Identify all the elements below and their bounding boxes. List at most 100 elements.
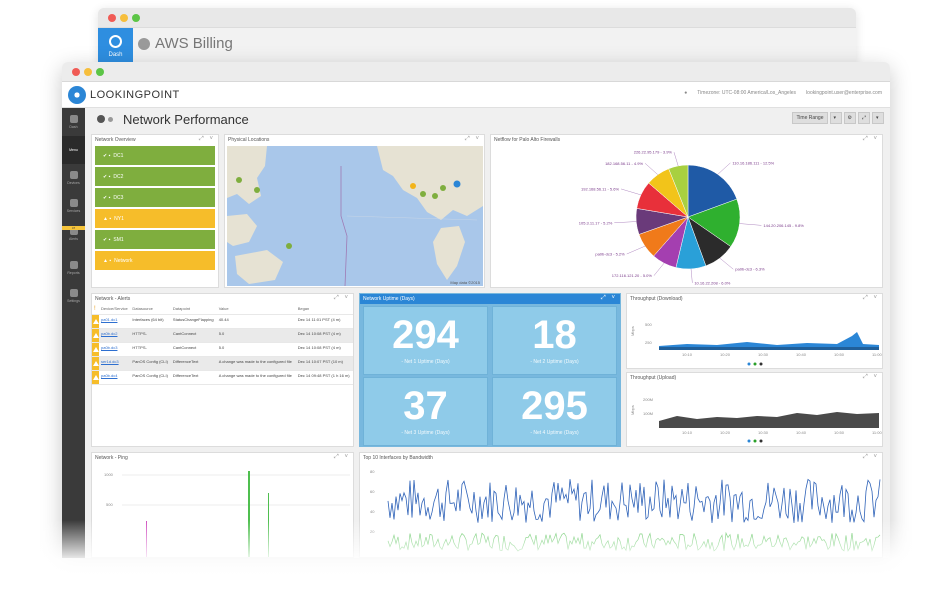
widget-controls[interactable]: ⤢ ˅ [863,454,879,460]
minimize-icon[interactable] [120,14,128,22]
star-icon[interactable] [108,117,113,122]
sidebar-item-reports[interactable]: Reports [62,254,85,282]
widget-controls[interactable]: ⤢ ˅ [199,136,215,142]
alerts-column-header[interactable]: Device/Service [99,304,131,315]
overview-row-label: DC1 [113,152,124,159]
widget-title: Top 10 Interfaces by Bandwidth ⤢ ˅ [360,453,882,463]
check-icon: ✔ ▪ [103,173,111,180]
overview-rows: ✔ ▪ DC1 ✔ ▪ DC2 ✔ ▪ DC3 ▲ ▪ NY1 ✔ ▪ SM1 ▲ ▪ Network [92,146,218,270]
physical-locations-widget: Physical Locations ⤢ ˅ [224,134,485,288]
chevron-down-icon[interactable]: ▾ [872,112,884,124]
throughput-download-chart: Mbps 500 250 10:10 10:20 10:30 10:40 10:50 11… [630,322,882,366]
widget-controls[interactable]: ⤢ ˅ [601,295,617,301]
app-header: LOOKINGPOINT ● Timezone: UTC-08:00 Ameri… [62,82,890,108]
alert-cell-device[interactable]: pa01.dc1 [99,314,131,329]
pie-slice[interactable] [687,198,741,247]
alert-cell-device[interactable]: pa0b.dc3 [99,342,131,357]
alerts-icon [69,227,78,235]
widget-controls[interactable]: ⤢ ˅ [334,454,350,460]
x-tick: 11:00 [872,430,882,435]
table-row[interactable]: pa01.dc1 Interfaces (64 bit) StatusChangeF… [92,314,353,329]
uptime-label: - Net 1 Uptime (Days) [401,359,450,365]
alerts-column-header[interactable]: Datapoint [170,304,217,315]
uptime-label: - Net 3 Uptime (Days) [401,430,450,436]
overview-row-dc2[interactable]: ✔ ▪ DC2 [95,167,215,186]
time-range-button[interactable]: Time Range [792,112,828,124]
overview-row-sm1[interactable]: ✔ ▪ SM1 [95,230,215,249]
uptime-value: 18 [532,313,577,357]
x-tick: 10:10 [682,430,693,435]
user-menu[interactable]: lookingpoint.user@enterprise.com [806,90,882,96]
network-uptime-widget: Network Uptime (Days) ⤢ ˅ 294 - Net 1 Upti… [359,293,621,447]
alerts-column-header[interactable]: Began [295,304,353,315]
settings-icon[interactable]: ⚙ [843,112,856,124]
close-icon[interactable] [72,68,80,76]
table-row[interactable]: pa0b.dc3 HTTPS- CantConnect 5.0 Dec 14 10:08… [92,342,353,357]
x-tick: 10:50 [834,352,845,357]
pie-leader-line [614,221,637,223]
help-icon[interactable]: ● [684,90,688,96]
alert-cell-began: Dec 14 10:08 PST (4 m) [295,342,353,357]
services-icon [69,199,78,207]
maximize-icon[interactable] [132,14,140,22]
pie-slice-label: 110.16.186.111 - 12.5% [732,160,774,165]
sidebar-item-settings[interactable]: Settings [62,282,85,310]
back-dash-tab[interactable]: Dash [98,28,133,64]
widget-title: Network - Ping ⤢ ˅ [92,453,353,463]
devices-icon [69,171,78,179]
pie-slice[interactable] [687,164,738,218]
table-row[interactable]: pa0b.dc2 HTTPS- CantConnect 5.0 Dec 14 10:08… [92,328,353,343]
filter-icon[interactable]: ▾ [829,112,842,124]
overview-row-network[interactable]: ▲ ▪ Network [95,251,215,270]
table-row[interactable]: ser1d.dc3 PanOS Config (CLI) DifferenceTex… [92,356,353,371]
pie-slice-label: 226.22.95.179 - 3.9% [634,150,673,155]
alert-cell-value: 5.0 [216,328,296,343]
overview-row-dc1[interactable]: ✔ ▪ DC1 [95,146,215,165]
widget-title-text: Netflow for Palo Alto Firewalls [494,137,561,143]
widget-title-text: Network Uptime (Days) [363,296,415,302]
alert-cell-device[interactable]: ser1d.dc3 [99,356,131,371]
uptime-box-net2: 18 - Net 2 Uptime (Days) [492,306,617,375]
pie-chart: 110.16.186.111 - 12.5% 144.20.206.145 - 9… [579,150,805,286]
uptime-value: 294 [392,313,459,357]
warning-icon [92,370,99,385]
close-icon[interactable] [108,14,116,22]
x-tick: 10:20 [720,430,731,435]
alerts-column-header[interactable]: Datasource [130,304,171,315]
widget-controls[interactable]: ⤢ ˅ [863,295,879,301]
widget-controls[interactable]: ⤢ ˅ [334,295,350,301]
widget-controls[interactable]: ⤢ ˅ [863,136,879,142]
y-tick: 80 [370,469,375,474]
pie-slice-label: 182.168.56.11 - 4.9% [605,161,643,166]
overview-row-dc3[interactable]: ✔ ▪ DC3 [95,188,215,207]
expand-icon[interactable]: ⤢ [857,112,870,124]
alert-cell-device[interactable]: pa0b.dc4 [99,370,131,385]
widget-title: Throughput (Upload) ⤢ ˅ [627,373,882,383]
map-attribution: Map data ©2015 [450,280,480,285]
help-icon[interactable] [97,115,105,123]
logo-text: LOOKINGPOINT [90,89,180,101]
logo[interactable]: LOOKINGPOINT [68,86,180,104]
minimize-icon[interactable] [84,68,92,76]
alerts-column-header[interactable]: ! [92,304,99,315]
sidebar-item-label: Reports [67,271,80,275]
sidebar-item-menu[interactable]: Menu [62,136,85,164]
sidebar-item-devices[interactable]: Devices [62,164,85,192]
dashboard-icon [69,115,78,123]
table-row[interactable]: pa0b.dc4 PanOS Config (CLI) DifferenceText… [92,370,353,385]
alert-cell-began: Dec 14 11:01 PST (4 m) [295,314,353,329]
widget-controls[interactable]: ⤢ ˅ [465,136,481,142]
pie-slice[interactable] [668,164,689,218]
alert-cell-began: Dec 14 10:07 PST (10 m) [295,356,353,371]
overview-row-ny1[interactable]: ▲ ▪ NY1 [95,209,215,228]
sidebar-item-services[interactable]: Services [62,192,85,220]
sidebar-item-alerts[interactable]: Alerts [62,220,85,248]
alert-cell-device[interactable]: pa0b.dc2 [99,328,131,343]
maximize-icon[interactable] [96,68,104,76]
world-map[interactable]: Map data ©2015 [227,146,483,287]
overview-row-label: DC2 [113,173,124,180]
widget-controls[interactable]: ⤢ ˅ [863,374,879,380]
sidebar-item-dash[interactable]: Dash [62,108,85,136]
overview-row-label: Network [114,257,133,264]
alerts-column-header[interactable]: Value [216,304,296,315]
